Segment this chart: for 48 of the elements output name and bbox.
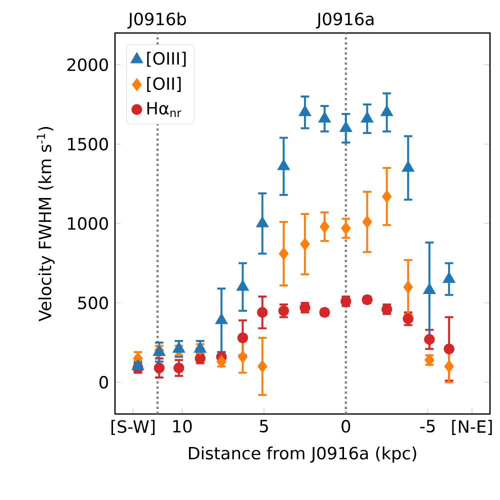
y-axis-title: Velocity FWHM (km s$^{-1}$)	[36, 126, 55, 322]
point	[238, 350, 248, 364]
point	[360, 111, 374, 123]
legend-label: [OII]	[147, 76, 181, 92]
x-tick-label: 0	[342, 420, 350, 433]
y-tick-label: 1000	[68, 217, 108, 230]
legend-label: Hα$_{nr}$	[147, 102, 182, 117]
point	[442, 272, 456, 283]
x-axis-title: Distance from J0916a (kpc)	[189, 446, 416, 463]
point	[380, 105, 394, 116]
point	[257, 307, 268, 318]
point	[318, 111, 331, 123]
y-tick-label: 0	[99, 376, 108, 389]
x-tick-label: [N-E]	[452, 420, 492, 435]
point	[256, 216, 269, 228]
point	[300, 238, 310, 251]
ref-line-label: J0916a	[316, 12, 374, 28]
x-tick-label: 5	[260, 420, 268, 432]
point	[320, 220, 330, 234]
point	[215, 313, 228, 324]
point	[236, 280, 250, 291]
y-tick-label: 1500	[68, 138, 108, 151]
x-tick-label: [S-W]	[111, 420, 155, 435]
point	[340, 120, 352, 132]
point	[174, 362, 184, 374]
point	[423, 282, 436, 294]
point	[216, 355, 226, 368]
point	[444, 360, 454, 373]
point	[424, 334, 435, 345]
point	[340, 222, 351, 235]
point	[362, 294, 373, 306]
x-tick-label: -5	[420, 420, 435, 432]
point	[278, 247, 289, 260]
point	[237, 332, 248, 344]
point	[444, 344, 454, 354]
y-tick-label: 500	[78, 296, 108, 310]
point	[362, 215, 372, 228]
point	[277, 159, 290, 170]
x-tick-label: 10	[173, 420, 192, 433]
y-tick-label: 2000	[67, 58, 108, 72]
point	[382, 190, 392, 203]
point	[402, 160, 414, 172]
legend-label: [OIII]	[147, 52, 186, 67]
point	[403, 280, 414, 294]
point	[298, 105, 312, 116]
ref-line-label: J0916b	[127, 12, 186, 28]
point	[257, 360, 268, 373]
point	[154, 362, 165, 374]
